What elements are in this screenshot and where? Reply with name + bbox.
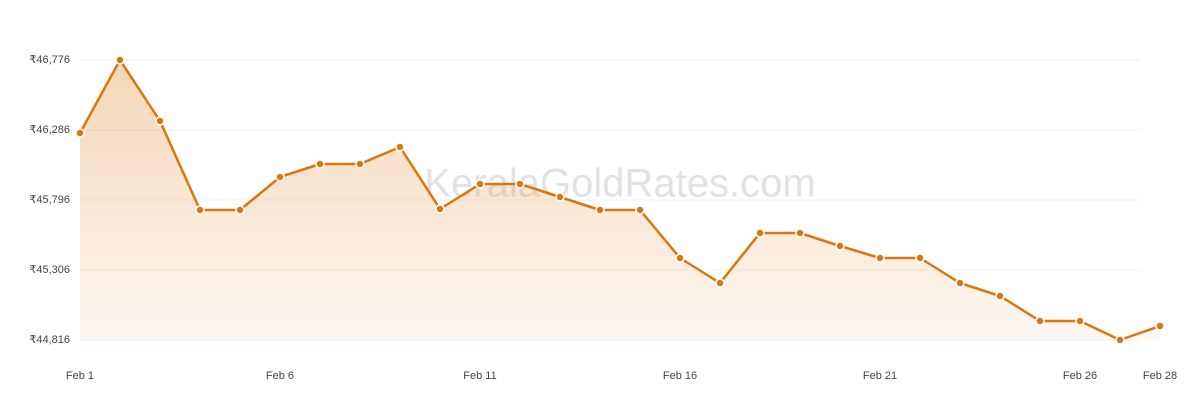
point bbox=[75, 128, 85, 138]
x-tick-label: Feb 28 bbox=[1143, 370, 1177, 382]
point bbox=[675, 253, 685, 263]
point bbox=[1075, 316, 1085, 326]
point bbox=[235, 205, 245, 215]
point bbox=[1155, 321, 1165, 331]
point bbox=[1035, 316, 1045, 326]
point bbox=[515, 179, 525, 189]
point bbox=[155, 116, 165, 126]
point bbox=[395, 142, 405, 152]
point bbox=[555, 192, 565, 202]
x-tick-label: Feb 21 bbox=[863, 370, 897, 382]
point bbox=[835, 241, 845, 251]
point bbox=[475, 179, 485, 189]
y-tick-label: ₹46,776 bbox=[29, 54, 70, 66]
area bbox=[80, 60, 1160, 340]
point bbox=[115, 55, 125, 65]
x-tick-label: Feb 6 bbox=[266, 370, 294, 382]
point bbox=[275, 172, 285, 182]
y-tick-label: ₹45,796 bbox=[29, 194, 70, 206]
point bbox=[915, 253, 925, 263]
point bbox=[955, 278, 965, 288]
point bbox=[995, 291, 1005, 301]
point bbox=[315, 159, 325, 169]
point bbox=[715, 278, 725, 288]
point bbox=[875, 253, 885, 263]
point bbox=[595, 205, 605, 215]
point bbox=[635, 205, 645, 215]
point bbox=[195, 205, 205, 215]
point bbox=[755, 228, 765, 238]
point bbox=[355, 159, 365, 169]
x-tick-label: Feb 16 bbox=[663, 370, 697, 382]
x-tick-label: Feb 11 bbox=[463, 370, 496, 382]
x-tick-label: Feb 26 bbox=[1063, 370, 1097, 382]
line bbox=[78, 58, 1161, 342]
point bbox=[795, 228, 805, 238]
point bbox=[1115, 335, 1125, 345]
x-tick-label: Feb 1 bbox=[66, 370, 94, 382]
y-tick-label: ₹45,306 bbox=[29, 264, 70, 276]
point bbox=[435, 204, 445, 214]
y-tick-label: ₹44,816 bbox=[29, 334, 70, 346]
y-tick-label: ₹46,286 bbox=[29, 124, 70, 136]
